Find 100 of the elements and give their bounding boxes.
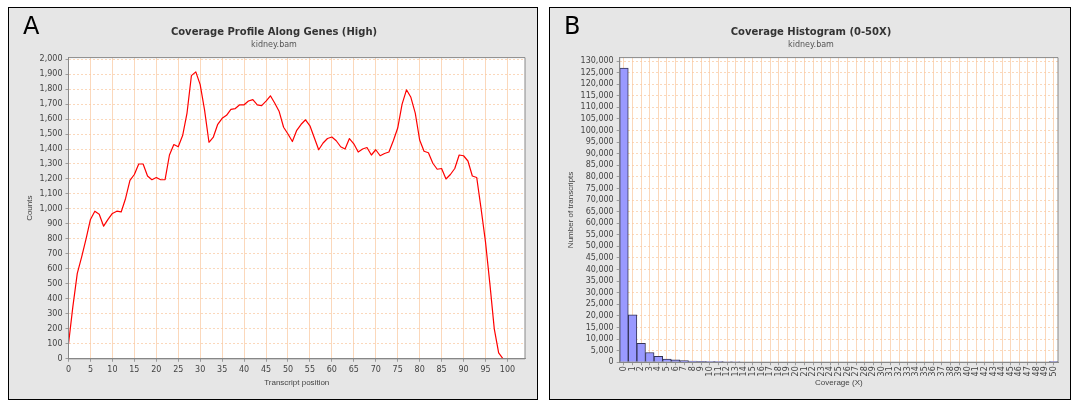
y-tick-label: 1,600 — [39, 114, 63, 124]
x-tick-label: 22 — [808, 366, 818, 377]
y-tick-label: 30,000 — [585, 287, 614, 297]
y-tick-label: 90,000 — [585, 148, 614, 158]
x-tick-label: 39 — [954, 366, 964, 377]
y-tick-label: 1,000 — [39, 204, 63, 214]
x-tick-label: 24 — [825, 366, 835, 377]
x-tick-label: 80 — [414, 364, 425, 374]
x-tick-label: 48 — [1031, 366, 1041, 377]
x-tick-label: 0 — [619, 366, 629, 372]
chart-subtitle: kidney.bam — [788, 39, 835, 49]
y-tick-label: 400 — [47, 293, 63, 303]
y-tick-label: 1,300 — [39, 159, 63, 169]
y-tick-label: 70,000 — [585, 195, 614, 205]
x-tick-label: 41 — [971, 366, 981, 377]
x-tick-label: 23 — [816, 366, 826, 377]
x-tick-label: 70 — [370, 364, 381, 374]
x-tick-label: 65 — [348, 364, 359, 374]
x-tick-label: 20 — [151, 364, 162, 374]
x-tick-label: 44 — [997, 366, 1007, 377]
x-tick-label: 1 — [627, 366, 637, 372]
x-tick-label: 2 — [636, 366, 646, 372]
y-tick-label: 40,000 — [585, 264, 614, 274]
y-tick-label: 55,000 — [585, 229, 614, 239]
x-tick-label: 42 — [980, 366, 990, 377]
y-tick-label: 95,000 — [585, 137, 614, 147]
x-tick-label: 34 — [911, 366, 921, 377]
x-tick-label: 46 — [1014, 366, 1024, 377]
x-tick-label: 32 — [894, 366, 904, 377]
y-axis-title: Counts — [25, 195, 34, 221]
x-tick-label: 13 — [730, 366, 740, 377]
x-tick-label: 35 — [217, 364, 228, 374]
x-tick-label: 31 — [885, 366, 895, 377]
x-tick-label: 5 — [87, 364, 93, 374]
chart-subtitle: kidney.bam — [251, 39, 298, 49]
y-tick-label: 100 — [47, 338, 63, 348]
x-tick-label: 35 — [919, 366, 929, 377]
x-tick-label: 30 — [876, 366, 886, 377]
x-tick-label: 17 — [765, 366, 775, 377]
x-tick-label: 95 — [480, 364, 491, 374]
x-tick-label: 25 — [833, 366, 843, 377]
x-tick-label: 3 — [644, 366, 654, 372]
x-tick-label: 6 — [670, 366, 680, 372]
x-tick-label: 4 — [653, 366, 663, 372]
x-tick-label: 16 — [756, 366, 766, 377]
y-tick-label: 1,700 — [39, 99, 63, 109]
y-tick-label: 50,000 — [585, 241, 614, 251]
x-tick-label: 43 — [988, 366, 998, 377]
y-tick-label: 600 — [47, 263, 63, 273]
y-tick-label: 5,000 — [590, 345, 614, 355]
chart-title: Coverage Profile Along Genes (High) — [170, 25, 378, 37]
x-tick-label: 10 — [107, 364, 118, 374]
x-tick-label: 50 — [282, 364, 294, 374]
y-axis-title: Number of transcripts — [566, 171, 575, 249]
x-tick-label: 90 — [458, 364, 469, 374]
y-tick-label: 60,000 — [585, 218, 614, 228]
x-tick-label: 15 — [747, 366, 757, 377]
y-tick-label: 35,000 — [585, 276, 614, 286]
y-tick-label: 120,000 — [580, 79, 614, 89]
x-axis-title: Transcript position — [264, 378, 330, 388]
y-tick-label: 800 — [47, 234, 63, 243]
x-tick-label: 19 — [782, 366, 792, 377]
x-tick-label: 20 — [790, 366, 800, 377]
y-tick-label: 130,000 — [580, 56, 614, 66]
x-tick-label: 33 — [902, 366, 912, 377]
x-tick-label: 9 — [696, 366, 706, 372]
x-tick-label: 15 — [129, 364, 140, 374]
x-tick-label: 8 — [687, 366, 697, 372]
text: B — [564, 12, 581, 40]
x-tick-label: 36 — [928, 366, 938, 377]
x-tick-label: 45 — [1005, 366, 1015, 377]
y-tick-label: 300 — [47, 308, 63, 318]
x-tick-label: 28 — [859, 366, 869, 377]
x-axis-title: Coverage (X) — [815, 378, 863, 388]
text: A — [23, 12, 40, 40]
y-tick-label: 85,000 — [585, 160, 614, 170]
y-tick-label: 1,400 — [39, 144, 63, 154]
chart-title: Coverage Histogram (0-50X) — [730, 25, 892, 37]
x-tick-label: 5 — [662, 366, 672, 372]
x-tick-label: 37 — [937, 366, 947, 377]
y-tick-label: 500 — [47, 278, 63, 288]
x-tick-label: 12 — [722, 366, 732, 377]
x-tick-label: 18 — [773, 366, 783, 377]
x-tick-label: 26 — [842, 366, 852, 377]
x-tick-label: 55 — [304, 364, 316, 374]
y-tick-label: 75,000 — [585, 183, 614, 193]
x-tick-label: 10 — [705, 366, 714, 377]
y-tick-label: 65,000 — [585, 206, 614, 216]
x-tick-label: 40 — [962, 366, 972, 377]
y-tick-label: 200 — [47, 323, 63, 333]
x-tick-label: 60 — [326, 364, 337, 374]
x-tick-label: 49 — [1040, 366, 1050, 377]
y-tick-label: 1,900 — [39, 69, 63, 79]
x-tick-label: 45 — [260, 364, 272, 374]
y-tick-label: 125,000 — [580, 67, 614, 77]
y-tick-label: 700 — [47, 248, 63, 258]
x-tick-label: 85 — [436, 364, 447, 374]
y-tick-label: 1,500 — [39, 129, 63, 139]
y-tick-label: 1,800 — [39, 84, 63, 94]
y-tick-label: 115,000 — [580, 90, 614, 100]
